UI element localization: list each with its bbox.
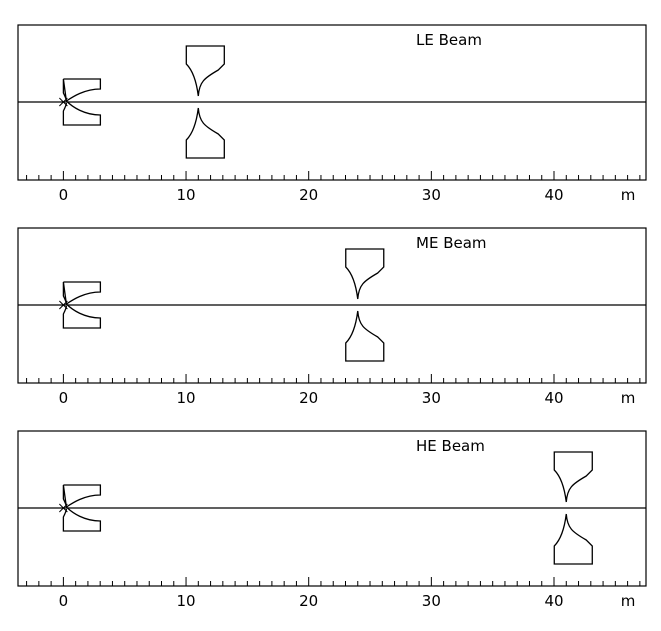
x-axis: 0 10 20 30 40 m <box>26 374 641 407</box>
tick-label: 0 <box>59 186 69 204</box>
tick-label: 40 <box>544 389 563 407</box>
tick-label: 30 <box>422 389 441 407</box>
axis-unit-label: m <box>621 186 636 204</box>
beam-panel: HE Beam 0 10 20 30 40 m <box>17 430 647 610</box>
beam-panel: ME Beam 0 10 20 30 40 m <box>17 227 647 407</box>
horn-1-shape <box>62 78 102 126</box>
tick-label: 40 <box>544 592 563 610</box>
horn-2-upper <box>185 45 225 97</box>
axis-unit-label: m <box>621 389 636 407</box>
horn-1-shape <box>62 281 102 329</box>
horn-2-lower <box>185 107 225 159</box>
tick-label: 10 <box>176 389 195 407</box>
panel-title: ME Beam <box>416 234 487 252</box>
panel-title: HE Beam <box>416 437 485 455</box>
tick-label: 0 <box>59 389 69 407</box>
tick-label: 10 <box>176 186 195 204</box>
axis-unit-label: m <box>621 592 636 610</box>
panel-title: LE Beam <box>416 31 482 49</box>
tick-label: 30 <box>422 592 441 610</box>
tick-label: 20 <box>299 186 318 204</box>
horn-2-upper <box>553 451 593 503</box>
tick-label: 30 <box>422 186 441 204</box>
horn-2-lower <box>553 513 593 565</box>
tick-label: 40 <box>544 186 563 204</box>
target-cross <box>59 503 68 513</box>
beam-panel: LE Beam 0 10 20 30 40 m <box>17 24 647 204</box>
x-axis: 0 10 20 30 40 m <box>26 171 641 204</box>
target-cross <box>59 300 68 310</box>
tick-label: 20 <box>299 389 318 407</box>
tick-label: 10 <box>176 592 195 610</box>
horn-2-upper <box>345 248 385 300</box>
target-cross <box>59 97 68 107</box>
tick-label: 0 <box>59 592 69 610</box>
x-axis: 0 10 20 30 40 m <box>26 577 641 610</box>
tick-label: 20 <box>299 592 318 610</box>
horn-2-lower <box>345 310 385 362</box>
horn-1-shape <box>62 484 102 532</box>
